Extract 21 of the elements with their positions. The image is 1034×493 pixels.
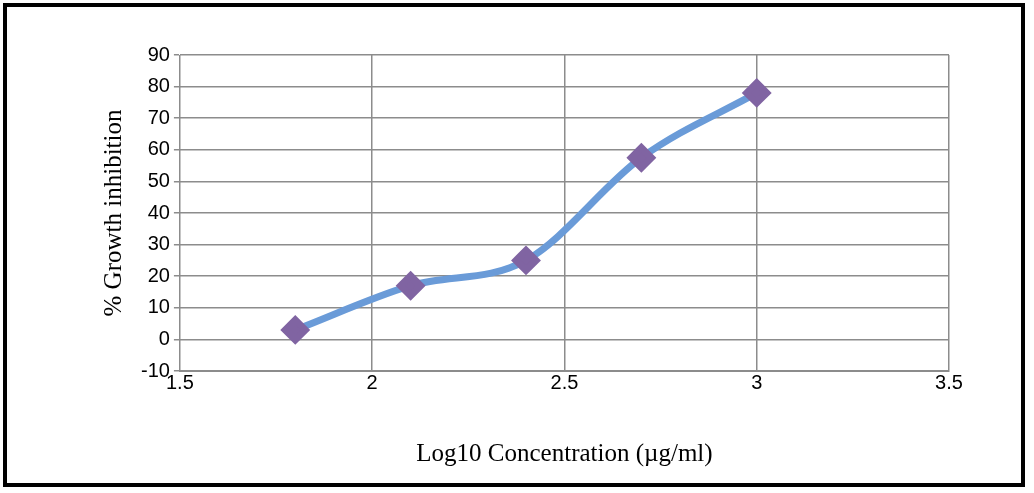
- y-tick-label: 30: [147, 232, 170, 255]
- y-tick-label: 90: [147, 42, 170, 65]
- y-tick-label: 50: [147, 168, 170, 191]
- y-tick-label: 80: [147, 74, 170, 97]
- y-tick-label: 10: [147, 295, 170, 318]
- x-axis-title: Log10 Concentration (µg/ml): [416, 438, 713, 467]
- point: [397, 272, 425, 300]
- y-axis-title: % Growth inhibition: [98, 109, 126, 317]
- y-tick-label: 20: [147, 263, 170, 286]
- y-tick-label: 40: [147, 200, 170, 223]
- y-tick-label: 60: [147, 137, 170, 160]
- x-tick-label: 2.5: [550, 370, 579, 393]
- point: [281, 316, 309, 344]
- y-tick-label: 0: [158, 326, 170, 349]
- x-tick-label: 3.5: [935, 370, 963, 393]
- point: [512, 246, 540, 274]
- y-tick-label: 70: [147, 105, 170, 128]
- x-tick-label: 3: [751, 370, 763, 393]
- point: [743, 79, 771, 107]
- x-tick-label: 2: [366, 370, 378, 393]
- point: [627, 144, 655, 172]
